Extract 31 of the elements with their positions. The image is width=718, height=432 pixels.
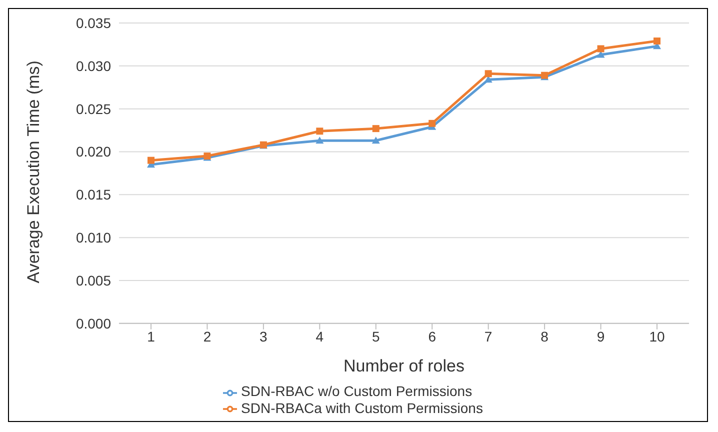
x-tick-label: 3 [260, 328, 268, 344]
y-tick-label: 0.035 [76, 14, 112, 31]
y-tick-label: 0.025 [76, 100, 112, 117]
x-tick-label: 7 [484, 328, 492, 344]
x-tick-label: 2 [203, 328, 212, 344]
point [428, 120, 436, 127]
legend-label: SDN-RBACa with Custom Permissions [241, 400, 483, 416]
y-axis-title: Average Execution Time (ms) [24, 60, 44, 284]
y-tick-label: 0.015 [76, 186, 112, 203]
x-axis-title: Number of roles [344, 356, 464, 376]
point [372, 136, 380, 144]
point [597, 45, 604, 52]
y-tick-label: 0.020 [76, 144, 112, 160]
point [372, 125, 380, 132]
point [316, 136, 324, 144]
point [316, 128, 324, 135]
point [148, 156, 154, 164]
point [654, 38, 660, 45]
x-tick-label: 10 [649, 328, 665, 344]
y-tick-label: 0.005 [76, 272, 112, 288]
x-tick-label: 5 [372, 328, 380, 344]
x-tick-label: 6 [428, 328, 436, 344]
x-tick-label: 8 [540, 328, 549, 344]
x-tick-label: 9 [596, 328, 605, 344]
x-tick-label: 4 [316, 328, 324, 344]
x-tick-label: 1 [147, 328, 156, 344]
legend-label: SDN-RBAC w/o Custom Permissions [241, 383, 472, 400]
y-tick-label: 0.010 [76, 230, 112, 246]
y-tick-label: 0.030 [76, 58, 112, 74]
y-tick-label: 0.000 [76, 315, 112, 332]
point [484, 70, 492, 78]
